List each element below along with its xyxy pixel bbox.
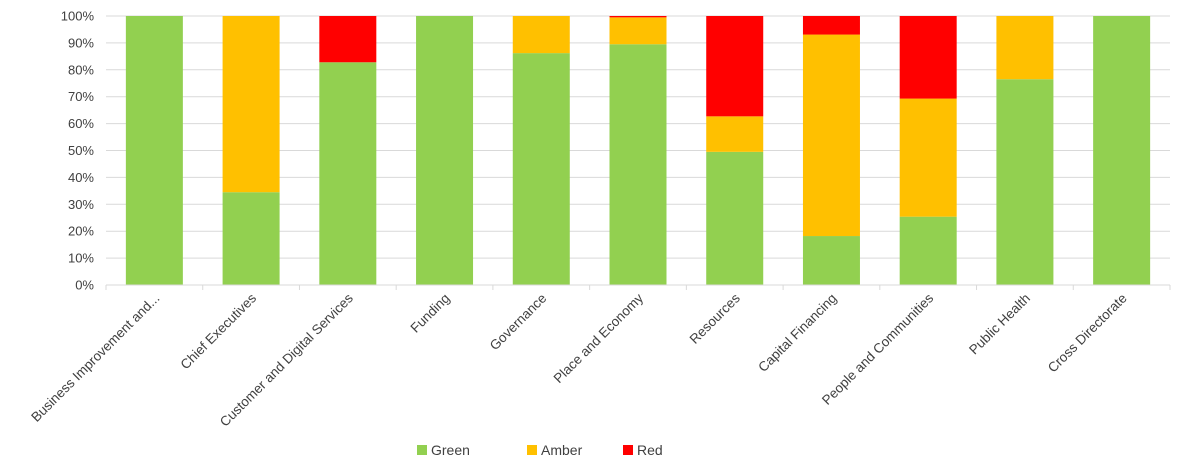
bar-segment-amber (706, 116, 764, 152)
bar-segment-amber (512, 16, 570, 54)
x-category-label: Chief Executives (178, 290, 260, 372)
bar-segment-green (222, 192, 280, 285)
bars (125, 16, 1151, 286)
x-category-label: Public Health (966, 291, 1033, 358)
y-tick-label: 50% (68, 143, 94, 158)
bar-segment-amber (996, 16, 1054, 80)
bar-segment-amber (802, 34, 860, 237)
y-tick-label: 40% (68, 170, 94, 185)
legend-swatch-green (417, 445, 427, 455)
bar-segment-green (319, 62, 377, 285)
x-category-label: Funding (408, 291, 453, 336)
y-tick-label: 30% (68, 197, 94, 212)
legend-label: Amber (541, 442, 583, 458)
x-axis (105, 284, 1171, 290)
legend-label: Green (431, 442, 470, 458)
y-tick-label: 60% (68, 116, 94, 131)
legend: Green Amber Red (417, 442, 663, 458)
y-tick-label: 80% (68, 62, 94, 77)
bar-segment-amber (899, 98, 957, 217)
x-category-label: Cross Directorate (1045, 291, 1130, 376)
y-tick-label: 100% (61, 9, 95, 24)
y-tick-label: 70% (68, 89, 94, 104)
bar-segment-green (996, 79, 1054, 285)
bar-segment-red (899, 16, 957, 99)
y-tick-label: 20% (68, 224, 94, 239)
bar-segment-green (609, 44, 667, 286)
bar-segment-green (416, 16, 474, 285)
x-category-label: Place and Economy (551, 290, 647, 386)
bar-segment-red (319, 16, 377, 63)
bar-segment-amber (609, 17, 667, 45)
x-category-label: Capital Financing (755, 291, 839, 375)
bar-segment-green (1093, 16, 1151, 285)
bar-segment-green (125, 16, 183, 285)
legend-swatch-red (623, 445, 633, 455)
y-tick-label: 10% (68, 251, 94, 266)
bar-segment-amber (222, 16, 280, 193)
y-axis-ticks: 0% 10% 20% 30% 40% 50% 60% 70% 80% 90% 100% (61, 9, 95, 293)
x-axis-labels: Business Improvement and... Chief Executi… (28, 290, 1130, 429)
legend-swatch-amber (527, 445, 537, 455)
y-tick-label: 0% (75, 278, 94, 293)
bar-segment-green (706, 151, 764, 285)
x-category-label: Governance (487, 291, 550, 354)
y-tick-label: 90% (68, 35, 94, 50)
bar-segment-red (609, 16, 667, 18)
x-category-label: Resources (687, 290, 743, 346)
legend-label: Red (637, 442, 663, 458)
bar-segment-red (802, 16, 860, 35)
bar-segment-red (706, 16, 764, 117)
x-category-label: Business Improvement and... (28, 291, 162, 425)
bar-segment-green (899, 216, 957, 285)
bar-segment-green (512, 53, 570, 285)
bar-segment-green (802, 236, 860, 285)
x-category-label: People and Communities (819, 290, 936, 407)
